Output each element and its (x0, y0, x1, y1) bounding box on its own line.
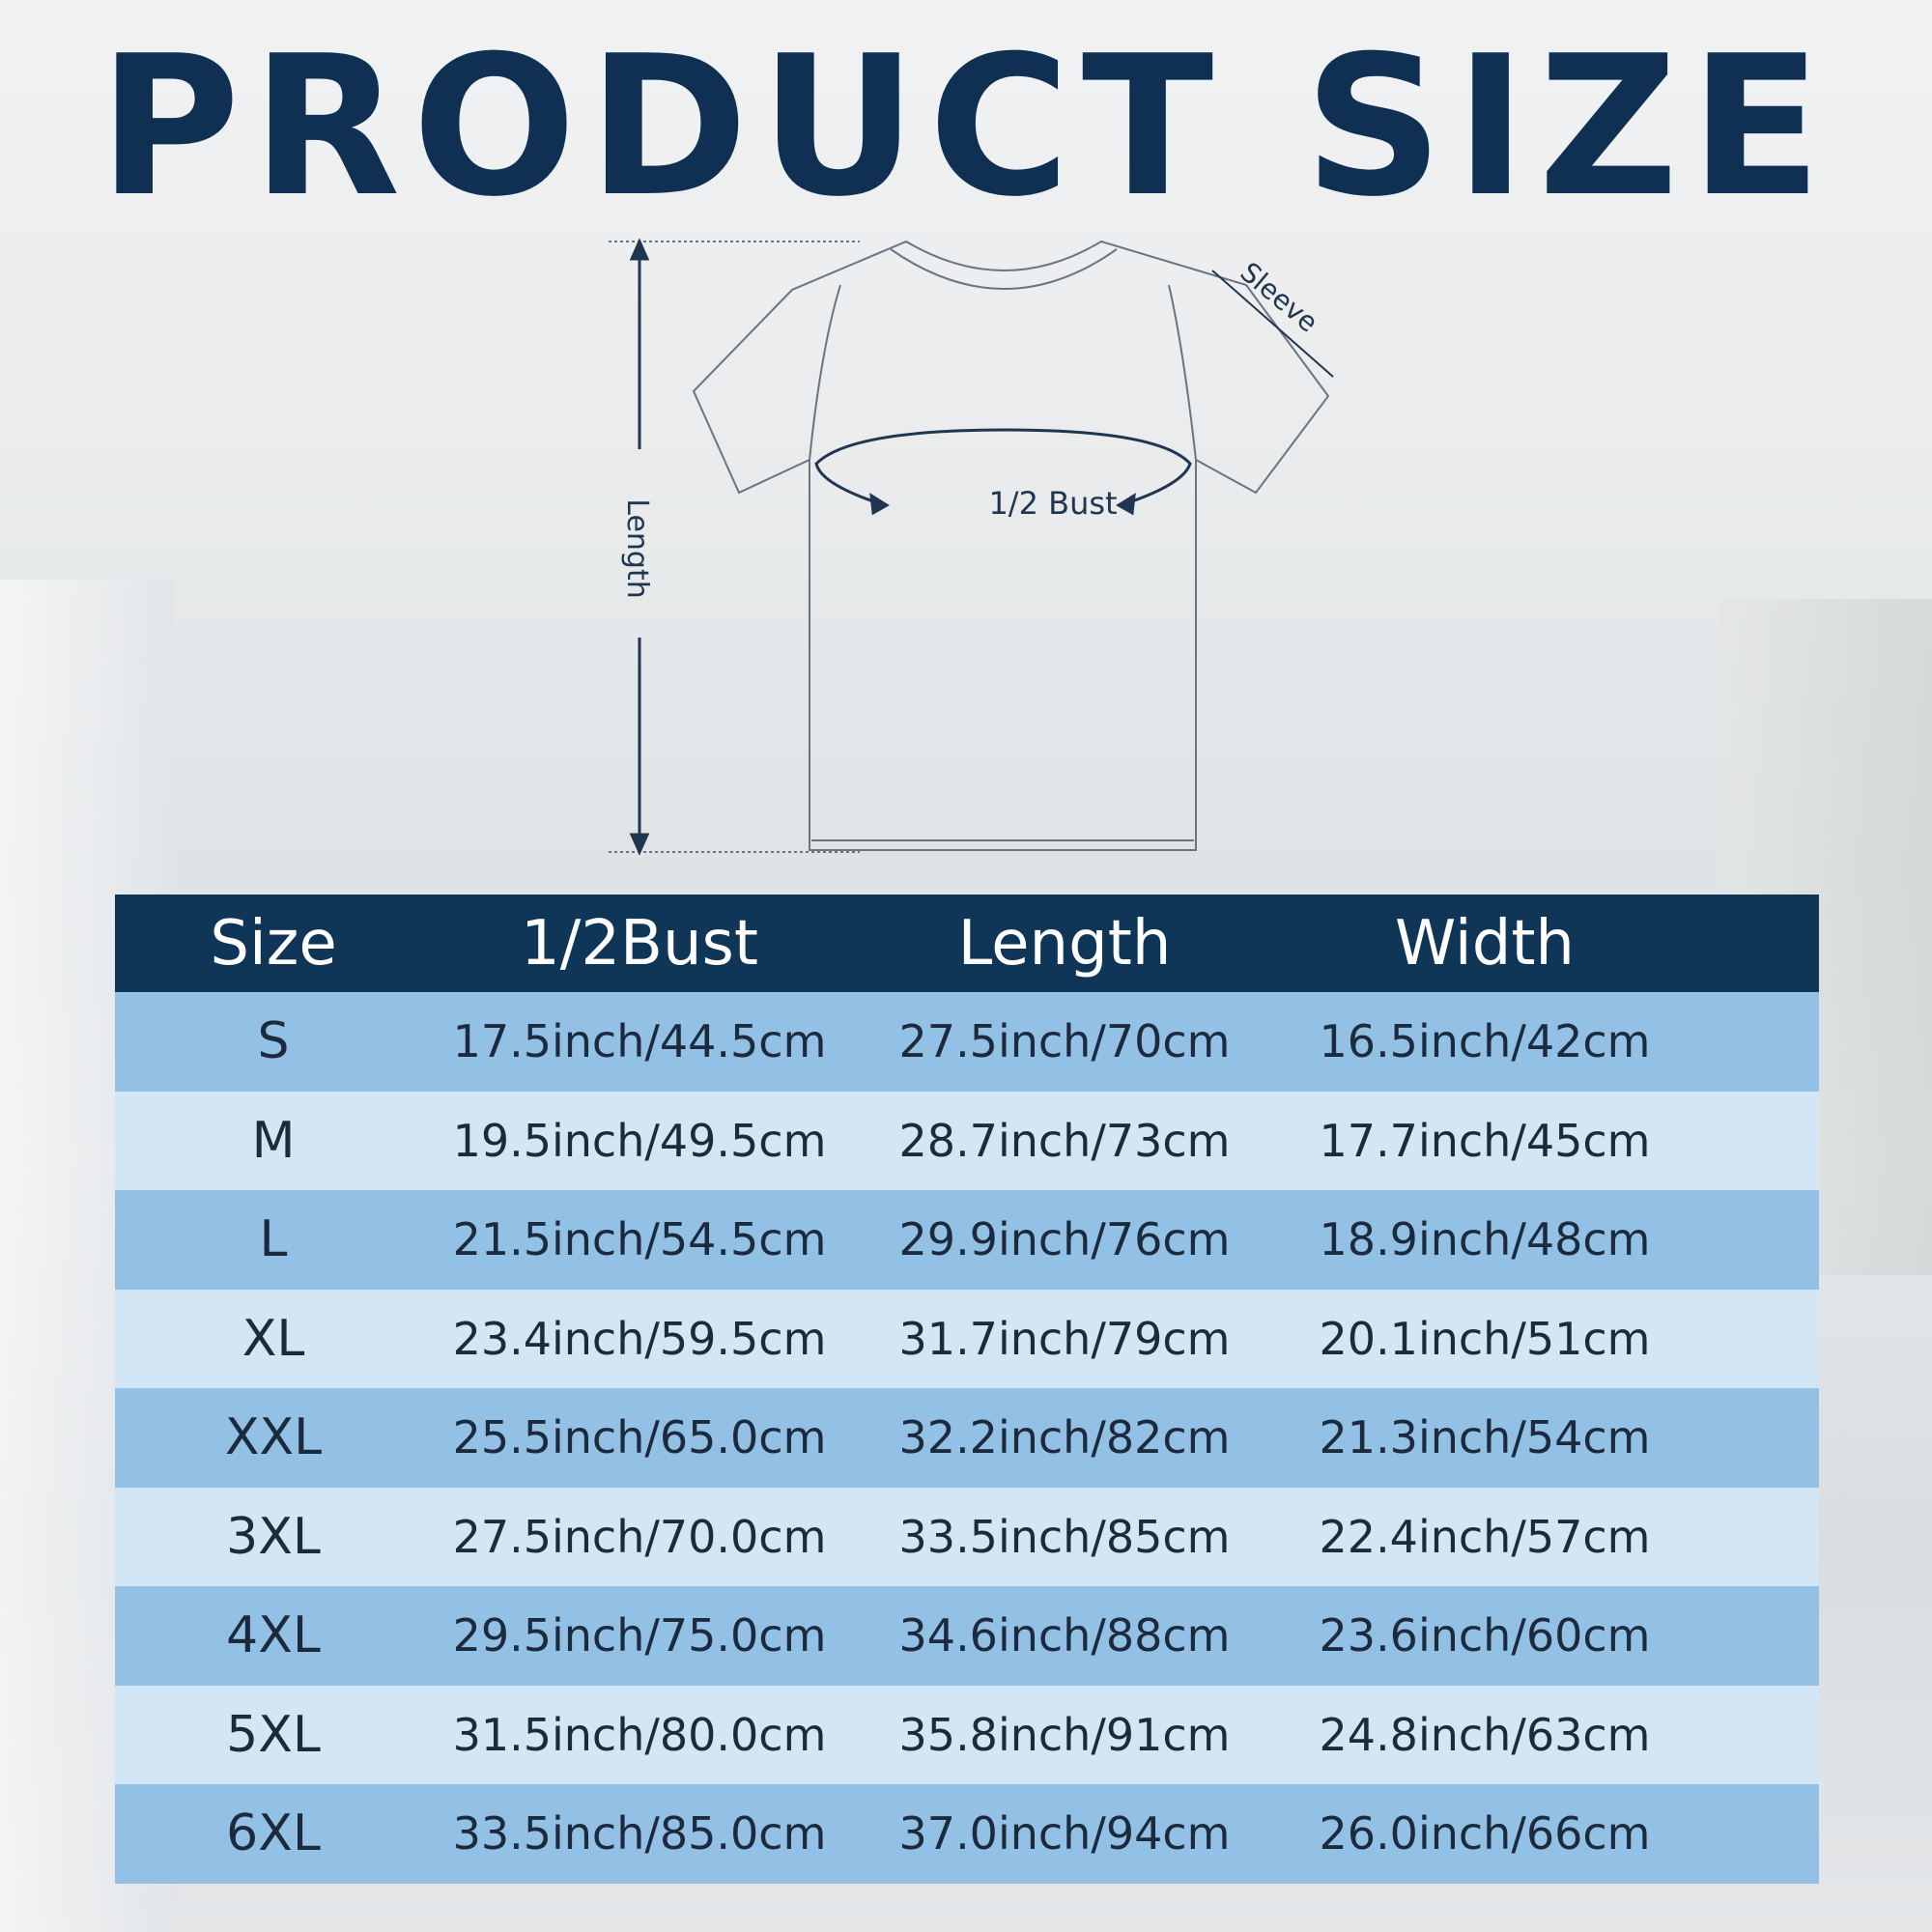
cell-length: 34.6inch/88cm (898, 1609, 1231, 1662)
table-row: S 17.5inch/44.5cm 27.5inch/70cm 16.5inch/42… (115, 992, 1819, 1092)
cell-width: 22.4inch/57cm (1319, 1510, 1651, 1563)
cell-bust: 33.5inch/85.0cm (452, 1807, 827, 1861)
cell-length: 29.9inch/76cm (898, 1213, 1231, 1266)
length-label: Length (620, 498, 654, 598)
cell-bust: 21.5inch/54.5cm (452, 1213, 827, 1266)
cell-size: 6XL (226, 1804, 321, 1863)
cell-bust: 19.5inch/49.5cm (452, 1114, 827, 1167)
cell-bust: 25.5inch/65.0cm (452, 1411, 827, 1464)
table-row: 5XL 31.5inch/80.0cm 35.8inch/91cm 24.8inch/… (115, 1685, 1819, 1784)
header-bust: 1/2Bust (521, 907, 758, 980)
cell-width: 24.8inch/63cm (1319, 1708, 1651, 1761)
cell-width: 17.7inch/45cm (1319, 1114, 1651, 1167)
table-row: XL 23.4inch/59.5cm 31.7inch/79cm 20.1inch/5… (115, 1289, 1819, 1388)
cell-length: 37.0inch/94cm (898, 1807, 1231, 1861)
cell-width: 23.6inch/60cm (1319, 1609, 1651, 1662)
cell-bust: 31.5inch/80.0cm (452, 1708, 827, 1761)
table-header: Size 1/2Bust Length Width (115, 895, 1819, 992)
table-row: L 21.5inch/54.5cm 29.9inch/76cm 18.9inch/48… (115, 1190, 1819, 1290)
cell-size: S (257, 1012, 290, 1071)
table-row: 4XL 29.5inch/75.0cm 34.6inch/88cm 23.6inch/… (115, 1586, 1819, 1686)
cell-width: 18.9inch/48cm (1319, 1213, 1651, 1266)
cell-size: 4XL (226, 1606, 321, 1665)
bust-label: 1/2 Bust (988, 485, 1117, 522)
cell-size: M (251, 1111, 296, 1170)
cell-length: 35.8inch/91cm (898, 1708, 1231, 1761)
cell-bust: 29.5inch/75.0cm (452, 1609, 827, 1662)
cell-width: 20.1inch/51cm (1319, 1312, 1651, 1365)
bust-arrow (814, 428, 1192, 507)
cell-size: 5XL (226, 1705, 321, 1764)
table-row: M 19.5inch/49.5cm 28.7inch/73cm 17.7inch/45… (115, 1091, 1819, 1190)
cell-width: 21.3inch/54cm (1319, 1411, 1651, 1464)
tshirt-outline (692, 240, 1330, 851)
cell-width: 26.0inch/66cm (1319, 1807, 1651, 1861)
cell-length: 33.5inch/85cm (898, 1510, 1231, 1563)
header-size: Size (210, 907, 337, 980)
cell-size: XXL (224, 1408, 323, 1467)
cell-length: 31.7inch/79cm (898, 1312, 1231, 1365)
cell-bust: 23.4inch/59.5cm (452, 1312, 827, 1365)
sleeve-label: Sleeve (1235, 256, 1324, 339)
cell-bust: 17.5inch/44.5cm (452, 1015, 827, 1068)
sleeve-arrow (1211, 270, 1334, 378)
cell-size: XL (242, 1309, 305, 1368)
header-length: Length (957, 907, 1172, 980)
cell-length: 28.7inch/73cm (898, 1114, 1231, 1167)
page-title: PRODUCT SIZE (99, 14, 1833, 240)
table-row: XXL 25.5inch/65.0cm 32.2inch/82cm 21.3inch/… (115, 1388, 1819, 1488)
table-row: 6XL 33.5inch/85.0cm 37.0inch/94cm 26.0inch/… (115, 1784, 1819, 1884)
cell-width: 16.5inch/42cm (1319, 1015, 1651, 1068)
cell-bust: 27.5inch/70.0cm (452, 1510, 827, 1563)
cell-size: L (259, 1210, 288, 1269)
size-chart-table: Size 1/2Bust Length Width S 17.5inch/44.5… (115, 895, 1819, 1884)
cell-length: 32.2inch/82cm (898, 1411, 1231, 1464)
table-row: 3XL 27.5inch/70.0cm 33.5inch/85cm 22.4inch/… (115, 1487, 1819, 1586)
cell-length: 27.5inch/70cm (898, 1015, 1231, 1068)
cell-size: 3XL (226, 1507, 321, 1566)
tshirt-diagram: 1/2 Bust Length Sleeve (609, 238, 1334, 856)
header-width: Width (1395, 907, 1575, 980)
